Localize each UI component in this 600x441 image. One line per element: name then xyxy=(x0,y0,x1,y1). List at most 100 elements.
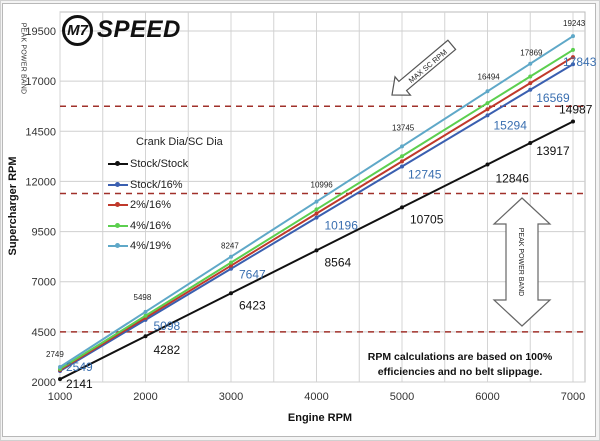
data-point xyxy=(58,377,62,382)
4-19-label: 5498 xyxy=(134,293,152,302)
data-point xyxy=(485,113,490,118)
y-tick-label: 17000 xyxy=(25,76,56,88)
data-point xyxy=(58,364,62,369)
data-point xyxy=(400,159,404,164)
stock-stock-label: 4282 xyxy=(154,343,181,357)
stock-16-label: 2549 xyxy=(66,360,93,374)
y-tick-label: 7000 xyxy=(32,277,56,289)
data-point xyxy=(229,266,233,271)
legend-label: Stock/16% xyxy=(130,178,183,191)
svg-text:PEAK POWER BAND: PEAK POWER BAND xyxy=(517,228,524,296)
note-line-2: efficiencies and no belt slippage. xyxy=(377,366,543,378)
y-axis-title: Supercharger RPM xyxy=(7,156,19,256)
4-19-label: 10996 xyxy=(311,181,334,190)
data-point xyxy=(229,263,233,268)
stock-16-label: 16569 xyxy=(536,91,570,105)
4-19-label: 13745 xyxy=(392,123,415,132)
stock-16-label: 12745 xyxy=(408,167,442,181)
4-19-label: 2749 xyxy=(46,350,64,359)
legend-swatch xyxy=(108,202,128,208)
data-point xyxy=(571,62,575,67)
x-tick-label: 4000 xyxy=(304,391,328,403)
series-line-2-16- xyxy=(59,56,574,371)
y-tick-label: 9500 xyxy=(32,227,56,239)
legend-label: 4%/19% xyxy=(130,240,171,253)
legend-label: 2%/16% xyxy=(130,199,171,212)
4-19-label: 8247 xyxy=(221,242,239,251)
y-tick-label: 19500 xyxy=(25,26,56,38)
series-line-stock-stock xyxy=(59,120,574,381)
data-point xyxy=(314,215,319,220)
data-point xyxy=(400,164,404,169)
series-line-stock-16- xyxy=(59,63,574,372)
y-tick-label: 4500 xyxy=(32,327,56,339)
y-tick-label: 12000 xyxy=(25,176,56,188)
data-point xyxy=(314,199,319,204)
x-tick-label: 1000 xyxy=(48,391,72,403)
data-point xyxy=(143,309,148,314)
m7-speed-logo: M7 SPEED xyxy=(62,12,181,48)
stock-16-label: 17843 xyxy=(563,55,597,69)
data-point xyxy=(314,207,319,212)
data-point xyxy=(485,162,490,167)
x-tick-label: 2000 xyxy=(133,391,157,403)
x-axis-title: Engine RPM xyxy=(287,412,353,424)
data-point xyxy=(143,313,148,318)
data-point xyxy=(400,144,404,149)
legend-swatch xyxy=(108,222,128,228)
data-point xyxy=(485,89,490,94)
data-point xyxy=(229,291,233,296)
data-point xyxy=(400,205,404,210)
stock-16-label: 10196 xyxy=(325,219,359,233)
x-tick-label: 5000 xyxy=(390,391,414,403)
x-tick-label: 7000 xyxy=(561,391,585,403)
data-point xyxy=(485,101,490,106)
stock-stock-label: 8564 xyxy=(325,255,352,269)
4-19-label: 17869 xyxy=(520,49,543,58)
series-line-4-16- xyxy=(59,49,574,370)
legend-item: 4%/16% xyxy=(108,216,223,237)
stock-stock-label: 14987 xyxy=(559,103,593,117)
series-line-4-19- xyxy=(59,35,574,368)
data-point xyxy=(314,248,319,253)
data-point xyxy=(571,55,575,60)
legend-swatch xyxy=(108,243,128,249)
legend-label: Stock/Stock xyxy=(130,158,189,171)
legend-item: Stock/16% xyxy=(108,175,223,196)
legend: Crank Dia/SC Dia Stock/Stock Stock/16% 2%/… xyxy=(108,136,223,257)
data-point xyxy=(229,260,233,265)
4-19-label: 16494 xyxy=(478,72,501,81)
side-peak-power-band-label: PEAK POWER BAND xyxy=(19,22,27,95)
x-tick-label: 3000 xyxy=(219,391,243,403)
4-19-label: 19243 xyxy=(563,19,586,28)
stock-16-label: 7647 xyxy=(239,268,266,282)
legend-item: Stock/Stock xyxy=(108,154,223,175)
logo-text: SPEED xyxy=(97,16,181,43)
data-point xyxy=(143,334,148,339)
stock-stock-label: 12846 xyxy=(496,171,530,185)
logo-badge: M7 xyxy=(62,14,93,46)
legend-label: 4%/16% xyxy=(130,219,171,232)
data-point xyxy=(528,87,533,92)
stock-stock-label: 6423 xyxy=(239,298,266,312)
legend-item: 4%/19% xyxy=(108,236,223,257)
legend-swatch xyxy=(108,181,128,187)
legend-item: 2%/16% xyxy=(108,195,223,216)
data-point xyxy=(229,254,233,259)
data-point xyxy=(571,34,575,39)
y-tick-label: 14500 xyxy=(25,126,56,138)
y-tick-label: 2000 xyxy=(32,377,56,389)
stock-16-label: 15294 xyxy=(494,118,528,132)
data-point xyxy=(571,47,575,52)
data-point xyxy=(571,119,575,124)
data-point xyxy=(528,81,533,86)
stock-16-label: 5098 xyxy=(154,319,181,333)
stock-stock-label: 2141 xyxy=(66,377,93,391)
stock-stock-label: 10705 xyxy=(410,212,444,226)
legend-swatch xyxy=(108,161,128,167)
legend-title: Crank Dia/SC Dia xyxy=(136,136,223,148)
data-point xyxy=(528,61,533,66)
efficiency-note: RPM calculations are based on 100% effic… xyxy=(360,350,560,380)
x-tick-label: 6000 xyxy=(475,391,499,403)
